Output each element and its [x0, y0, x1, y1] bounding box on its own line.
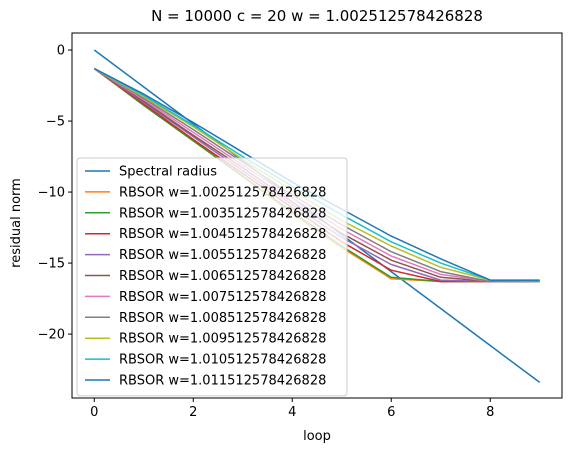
legend-label: RBSOR w=1.007512578426828: [119, 290, 326, 305]
legend-box: [76, 157, 348, 397]
y-axis-label: residual norm: [9, 178, 24, 268]
x-axis-label: loop: [303, 429, 331, 444]
y-tick-label: −20: [38, 328, 65, 343]
y-axis: 0 −5 −10 −15 −20: [38, 44, 72, 343]
legend-label: RBSOR w=1.004512578426828: [119, 227, 326, 242]
legend-label: RBSOR w=1.006512578426828: [119, 269, 326, 284]
legend: Spectral radius RBSOR w=1.002512578426828…: [76, 157, 348, 397]
x-tick-label: 8: [486, 405, 494, 420]
legend-label: RBSOR w=1.002512578426828: [119, 185, 326, 200]
x-axis: 0 2 4 6 8: [90, 398, 494, 420]
legend-label: RBSOR w=1.005512578426828: [119, 248, 326, 263]
x-tick-label: 0: [90, 405, 98, 420]
legend-label: RBSOR w=1.010512578426828: [119, 353, 326, 368]
legend-label: Spectral radius: [119, 165, 217, 180]
y-tick-label: −5: [46, 115, 65, 130]
chart-title: N = 10000 c = 20 w = 1.002512578426828: [151, 7, 483, 25]
legend-label: RBSOR w=1.003512578426828: [119, 206, 326, 221]
legend-label: RBSOR w=1.009512578426828: [119, 332, 326, 347]
plot-frame: [71, 32, 563, 399]
y-tick-label: 0: [57, 44, 65, 59]
y-tick-label: −10: [38, 186, 65, 201]
legend-label: RBSOR w=1.008512578426828: [119, 311, 326, 326]
y-tick-label: −15: [38, 257, 65, 272]
x-tick-label: 6: [387, 405, 395, 420]
x-tick-label: 4: [288, 405, 296, 420]
legend-label: RBSOR w=1.011512578426828: [119, 374, 326, 389]
x-tick-label: 2: [189, 405, 197, 420]
